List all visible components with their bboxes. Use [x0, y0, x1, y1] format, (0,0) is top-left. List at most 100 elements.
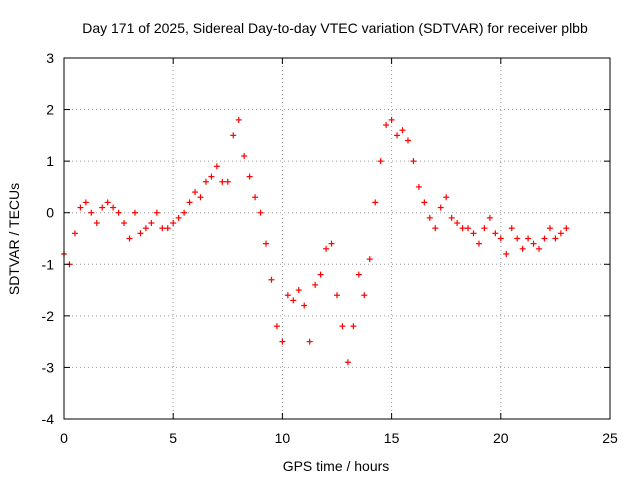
- data-point: [268, 276, 275, 283]
- data-point: [383, 122, 390, 129]
- chart-title: Day 171 of 2025, Sidereal Day-to-day VTE…: [82, 20, 588, 36]
- y-tick-label: 0: [46, 205, 54, 221]
- data-point: [366, 256, 373, 263]
- x-tick-label: 25: [602, 430, 618, 446]
- data-point: [164, 225, 171, 232]
- y-tick-label: -4: [42, 411, 55, 427]
- data-point: [230, 132, 237, 139]
- data-point: [192, 189, 199, 196]
- data-point: [377, 158, 384, 165]
- data-point: [388, 116, 395, 123]
- data-point: [426, 214, 433, 221]
- data-point: [126, 235, 133, 242]
- x-tick-label: 0: [60, 430, 68, 446]
- data-point: [186, 199, 193, 206]
- x-tick-label: 20: [493, 430, 509, 446]
- data-point: [257, 209, 264, 216]
- data-point: [213, 163, 220, 170]
- data-point: [263, 240, 270, 247]
- data-point: [93, 220, 100, 227]
- data-point: [437, 204, 444, 211]
- data-point: [82, 199, 89, 206]
- data-point: [361, 292, 368, 299]
- data-point: [99, 204, 106, 211]
- data-point: [71, 230, 78, 237]
- data-point: [312, 281, 319, 288]
- data-point: [88, 209, 95, 216]
- data-point: [563, 225, 570, 232]
- data-point: [334, 292, 340, 299]
- data-point: [443, 194, 450, 201]
- data-point: [536, 245, 543, 252]
- data-point: [394, 132, 401, 139]
- data-point: [246, 173, 253, 180]
- data-point: [355, 271, 362, 278]
- data-point: [137, 230, 144, 237]
- data-point: [475, 240, 482, 247]
- data-point: [142, 225, 149, 232]
- data-point: [339, 323, 346, 330]
- data-point: [481, 225, 488, 232]
- y-tick-label: 1: [46, 153, 54, 169]
- data-point: [197, 194, 204, 201]
- y-tick-label: -1: [42, 256, 55, 272]
- data-point: [552, 235, 559, 242]
- data-point: [181, 209, 188, 216]
- data-point: [541, 235, 548, 242]
- data-layer: [61, 116, 570, 366]
- x-axis-label: GPS time / hours: [283, 458, 390, 474]
- data-point: [208, 173, 215, 180]
- data-point: [159, 225, 166, 232]
- x-tick-label: 5: [169, 430, 177, 446]
- data-point: [77, 204, 84, 211]
- plot-frame: [63, 57, 611, 420]
- data-point: [557, 230, 564, 237]
- y-tick-label: -3: [42, 359, 55, 375]
- data-point: [415, 183, 422, 190]
- data-point: [104, 199, 111, 206]
- data-point: [470, 230, 477, 237]
- data-point: [465, 225, 472, 232]
- data-point: [219, 178, 226, 185]
- data-point: [290, 297, 297, 304]
- data-point: [121, 220, 128, 227]
- data-point: [241, 152, 248, 159]
- data-point: [514, 235, 521, 242]
- data-point: [503, 250, 510, 257]
- data-point: [432, 225, 439, 232]
- data-point: [546, 225, 553, 232]
- data-point: [508, 225, 515, 232]
- data-point: [459, 225, 466, 232]
- data-point: [525, 235, 532, 242]
- axis-layer: 0 5 10 15 20 25 -4 -3 -2 -1 0 1 2 3: [42, 50, 618, 446]
- data-point: [448, 214, 455, 221]
- data-point: [454, 220, 461, 227]
- data-point: [328, 240, 335, 247]
- data-point: [404, 137, 411, 144]
- y-tick-label: -2: [42, 308, 55, 324]
- data-point: [519, 245, 526, 252]
- data-point: [492, 230, 499, 237]
- x-tick-label: 10: [275, 430, 291, 446]
- data-point: [306, 338, 313, 345]
- y-tick-label: 2: [46, 102, 54, 118]
- data-point: [530, 240, 537, 247]
- data-point: [372, 199, 379, 206]
- data-point: [131, 209, 138, 216]
- y-tick-label: 3: [46, 50, 54, 66]
- data-point: [115, 209, 122, 216]
- data-point: [410, 158, 417, 165]
- data-point: [153, 209, 160, 216]
- data-point: [175, 214, 182, 221]
- data-point: [110, 204, 117, 211]
- data-point: [497, 235, 504, 242]
- data-point: [323, 245, 330, 252]
- data-point: [252, 194, 259, 201]
- data-point: [235, 116, 242, 123]
- data-point: [317, 271, 324, 278]
- data-point: [279, 338, 286, 345]
- data-point: [224, 178, 231, 185]
- data-point: [421, 199, 428, 206]
